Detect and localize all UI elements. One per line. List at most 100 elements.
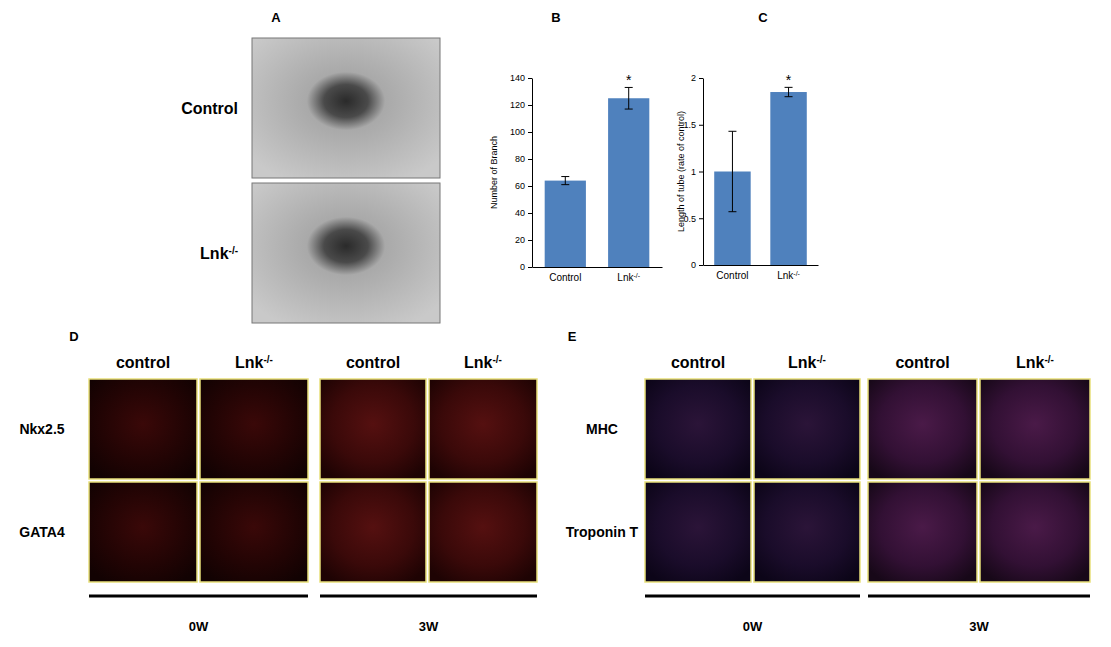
image-grid: controlLnk-/-controlLnk-/-MHCTroponin T0… bbox=[566, 354, 1090, 635]
tick-label: Control bbox=[716, 270, 748, 281]
bar-chart: 020406080100120140ControlLnk-/-*Number o… bbox=[489, 72, 663, 283]
bar-chart: 0 0.5 1 1.5 2 Control Lnk-/- * Length of tube (r… bbox=[676, 72, 819, 281]
tick-label: Lnk-/- bbox=[777, 270, 800, 282]
error-bar-cap bbox=[625, 109, 633, 110]
tick: 1 bbox=[691, 167, 703, 177]
column-label: control bbox=[116, 354, 170, 371]
error-bar-stem bbox=[788, 87, 789, 96]
tick-label: 1 bbox=[691, 167, 696, 177]
group-bar bbox=[89, 595, 308, 598]
y-axis: 0 20 40 60 80 100 120 140 bbox=[510, 73, 533, 272]
plot-area bbox=[545, 87, 650, 267]
column-label: control bbox=[895, 354, 949, 371]
tick-label: 60 bbox=[515, 181, 525, 191]
micrograph bbox=[320, 482, 426, 582]
error-bar-stem bbox=[628, 87, 629, 109]
timepoint-label: 0W bbox=[743, 619, 763, 634]
image-grid: controlLnk-/-controlLnk-/-Nkx2.5GATA40W3… bbox=[19, 354, 537, 635]
tick-mark bbox=[528, 105, 532, 106]
tick-label: 0 bbox=[520, 262, 525, 272]
tick: 0 bbox=[520, 262, 532, 272]
timepoint-label: 0W bbox=[189, 619, 209, 634]
error-bar-cap bbox=[728, 211, 736, 212]
column-label: control bbox=[671, 354, 725, 371]
error-bar-cap bbox=[728, 131, 736, 132]
error-bar-stem bbox=[565, 177, 566, 185]
tick: 60 bbox=[515, 181, 532, 191]
tick: 0.5 bbox=[683, 214, 703, 224]
tick-mark bbox=[699, 218, 703, 219]
axis-title: Number of Branch bbox=[489, 136, 499, 209]
tick-mark bbox=[528, 132, 532, 133]
tick-label: 140 bbox=[510, 73, 525, 83]
row-label: Lnk-/- bbox=[200, 245, 238, 263]
plot-area bbox=[714, 87, 807, 265]
tick-mark bbox=[528, 159, 532, 160]
tick-mark bbox=[528, 240, 532, 241]
tick: 120 bbox=[510, 100, 532, 110]
axis-line bbox=[533, 267, 663, 268]
group-bar bbox=[645, 595, 860, 598]
tick: Control bbox=[716, 265, 748, 281]
micrograph bbox=[980, 379, 1090, 479]
micrograph bbox=[252, 38, 440, 178]
tick: Control bbox=[549, 267, 581, 283]
tick-mark bbox=[528, 267, 532, 268]
column-label: Lnk-/- bbox=[235, 354, 273, 372]
figure: ABCDEControlLnk-/-020406080100120140Cont… bbox=[0, 0, 1111, 647]
micrograph bbox=[89, 482, 197, 582]
row-label: Troponin T bbox=[566, 524, 639, 540]
error-bar bbox=[561, 177, 569, 185]
axis-title: Length of tube (rate of control) bbox=[676, 111, 686, 232]
annotation: * bbox=[786, 72, 792, 88]
micrograph bbox=[645, 482, 751, 582]
micrograph bbox=[980, 482, 1090, 582]
tick-mark bbox=[699, 78, 703, 79]
micrograph bbox=[200, 379, 308, 479]
timepoint-label: 3W bbox=[419, 619, 439, 634]
panel-label: A bbox=[271, 10, 281, 25]
error-bar bbox=[625, 87, 633, 109]
tick: 40 bbox=[515, 208, 532, 218]
micrograph bbox=[200, 482, 308, 582]
y-axis: 0 0.5 1 1.5 2 bbox=[683, 73, 703, 270]
tick-mark bbox=[699, 265, 703, 266]
row-label: MHC bbox=[586, 421, 618, 437]
tick-label: 20 bbox=[515, 235, 525, 245]
tick-label: Control bbox=[549, 272, 581, 283]
tick-label: Lnk-/- bbox=[617, 272, 640, 284]
micrograph bbox=[754, 379, 860, 479]
tick: 1.5 bbox=[683, 120, 703, 130]
tick-mark bbox=[699, 172, 703, 173]
tick-label: 2 bbox=[691, 73, 696, 83]
error-bar-cap bbox=[785, 96, 793, 97]
micrograph bbox=[320, 379, 426, 479]
tick-mark bbox=[699, 125, 703, 126]
panel-label: C bbox=[758, 10, 768, 25]
tick-label: 100 bbox=[510, 127, 525, 137]
bar bbox=[545, 181, 586, 267]
micrograph bbox=[754, 482, 860, 582]
micrograph bbox=[868, 482, 977, 582]
tick: Lnk-/- bbox=[617, 267, 640, 283]
micrograph bbox=[252, 183, 440, 323]
tick-mark bbox=[528, 213, 532, 214]
tick: 80 bbox=[515, 154, 532, 164]
x-axis: Control Lnk-/- bbox=[704, 265, 819, 281]
tick-label: 40 bbox=[515, 208, 525, 218]
group-bar bbox=[868, 595, 1090, 598]
error-bar bbox=[728, 131, 736, 211]
tick-label: 0 bbox=[691, 260, 696, 270]
micrograph bbox=[429, 482, 537, 582]
row-label: Control bbox=[181, 100, 238, 117]
micrograph bbox=[429, 379, 537, 479]
bar bbox=[770, 92, 806, 265]
tick: 0 bbox=[691, 260, 703, 270]
micrograph bbox=[645, 379, 751, 479]
tick-label: 80 bbox=[515, 154, 525, 164]
micrograph bbox=[89, 379, 197, 479]
error-bar-stem bbox=[732, 131, 733, 211]
panel-label: E bbox=[568, 329, 577, 344]
column-label: Lnk-/- bbox=[464, 354, 502, 372]
axis-line bbox=[704, 265, 819, 266]
